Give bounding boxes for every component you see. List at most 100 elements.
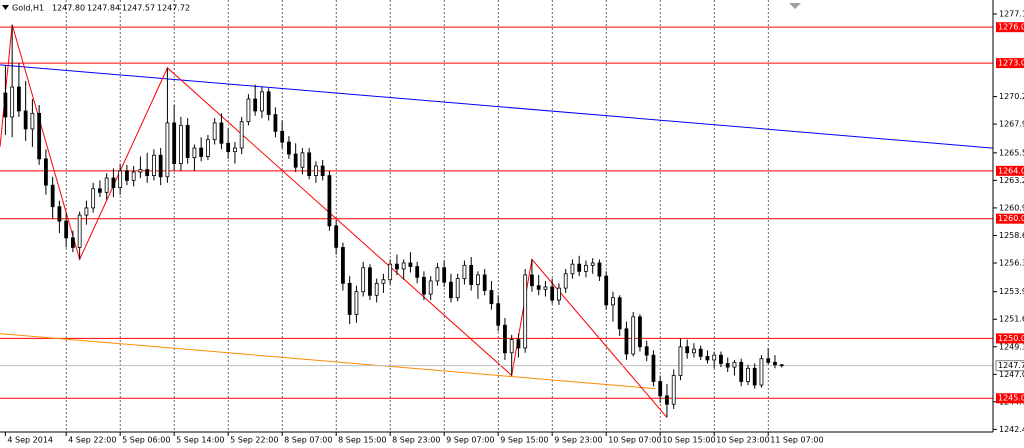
- candle-body: [17, 86, 21, 112]
- candle-body: [469, 264, 474, 285]
- price-label: 1260.0: [998, 214, 1024, 223]
- candle-body: [570, 263, 575, 275]
- last-price-box: [995, 360, 1024, 372]
- x-tick-label: 5 Sep 06:00: [122, 436, 170, 445]
- candle-body: [759, 358, 764, 386]
- header: Gold,H1 1247.80 1247.84 1247.57 1247.72: [2, 4, 190, 13]
- y-tick-label: 1251.6: [999, 315, 1024, 324]
- candle-body: [462, 264, 467, 279]
- y-tick-label: 1256.3: [999, 258, 1024, 267]
- y-tick-label: 1277.1: [999, 10, 1024, 19]
- x-tick-label: 5 Sep 14:00: [176, 436, 224, 445]
- candle-body: [712, 354, 717, 361]
- x-tick-label: 5 Sep 22:00: [230, 436, 278, 445]
- candles: [3, 24, 784, 418]
- candle-body: [57, 206, 62, 222]
- candle-body: [590, 262, 595, 266]
- candle-body: [604, 275, 609, 306]
- candle-body: [543, 286, 548, 290]
- y-tick-label: 1249.3: [999, 342, 1024, 351]
- candle-body: [509, 339, 514, 354]
- x-tick-label: 11 Sep 07:00: [770, 436, 823, 445]
- candle-body: [314, 165, 318, 177]
- y-tick-label: 1263.2: [999, 176, 1024, 185]
- candle-body: [678, 346, 683, 376]
- candle-body: [381, 279, 386, 284]
- candle-body: [624, 328, 629, 355]
- dropdown-arrow[interactable]: [2, 5, 9, 10]
- price-label-box: [996, 393, 1024, 404]
- candle-body: [408, 262, 413, 267]
- candle-body: [489, 290, 494, 305]
- candle-body: [125, 170, 129, 181]
- quote-high: 1247.84: [87, 4, 120, 13]
- price-label-box: [996, 22, 1024, 33]
- candle-body: [415, 266, 420, 278]
- candle-body: [131, 171, 136, 181]
- candle-body: [401, 262, 406, 270]
- candle-body: [597, 262, 602, 277]
- price-label: 1245.0: [998, 394, 1024, 403]
- candle-body: [685, 346, 690, 354]
- candle-body: [172, 122, 177, 165]
- candle-body: [449, 281, 453, 299]
- candle-body: [503, 324, 507, 354]
- candle-body: [523, 274, 528, 349]
- x-tick-label: 9 Sep 15:00: [500, 436, 548, 445]
- candle-body: [334, 225, 339, 248]
- candle-body: [300, 152, 305, 168]
- candle-body: [658, 381, 663, 397]
- candle-body: [705, 355, 710, 361]
- candle-body: [98, 188, 102, 193]
- y-tick-label: 1270.2: [999, 92, 1024, 101]
- candle-body: [239, 121, 244, 149]
- candle-body: [698, 348, 703, 357]
- chart-shift-marker[interactable]: [789, 3, 801, 9]
- trend-line: [0, 64, 994, 149]
- price-label-box: [996, 333, 1024, 344]
- price-label: 1276.0: [998, 23, 1024, 32]
- candle-body: [752, 367, 757, 386]
- candle-body: [84, 207, 89, 216]
- candle-body: [206, 139, 210, 157]
- candle-body: [773, 361, 777, 366]
- candle-body: [644, 346, 649, 356]
- x-tick-label: 9 Sep 23:00: [554, 436, 602, 445]
- candle-body: [428, 280, 433, 295]
- candle-body: [617, 297, 622, 330]
- candle-body: [422, 276, 426, 295]
- candle-body: [226, 142, 231, 153]
- candle-body: [118, 170, 123, 188]
- x-tick-label: 8 Sep 07:00: [284, 436, 332, 445]
- candle-body: [158, 154, 163, 178]
- candle-body: [10, 86, 15, 118]
- candle-body: [246, 98, 251, 123]
- candle-body: [77, 214, 82, 248]
- symbol: Gold,H1: [12, 4, 44, 13]
- candle-body: [199, 147, 204, 157]
- candle-body: [71, 237, 75, 248]
- y-tick-label: 1260.9: [999, 203, 1024, 212]
- candle-body: [64, 220, 69, 239]
- candle-body: [179, 124, 183, 165]
- quote-close: 1247.72: [157, 4, 190, 13]
- candle-body: [23, 110, 28, 130]
- x-tick-label: 10 Sep 23:00: [716, 436, 769, 445]
- candle-body: [746, 367, 750, 382]
- price-label: 1273.0: [998, 59, 1024, 68]
- candle-body: [395, 263, 399, 270]
- price-label-box: [996, 58, 1024, 69]
- x-tick-label: 10 Sep 15:00: [662, 436, 715, 445]
- quote-low: 1247.57: [122, 4, 155, 13]
- candle-body: [530, 274, 534, 287]
- candle-body: [30, 112, 35, 130]
- candle-body: [260, 91, 264, 112]
- candle-body: [280, 130, 285, 143]
- candle-body: [611, 297, 615, 306]
- candle-body: [665, 395, 669, 405]
- x-tick-label: 10 Sep 07:00: [608, 436, 661, 445]
- candle-body: [692, 348, 696, 354]
- candle-body: [482, 274, 487, 291]
